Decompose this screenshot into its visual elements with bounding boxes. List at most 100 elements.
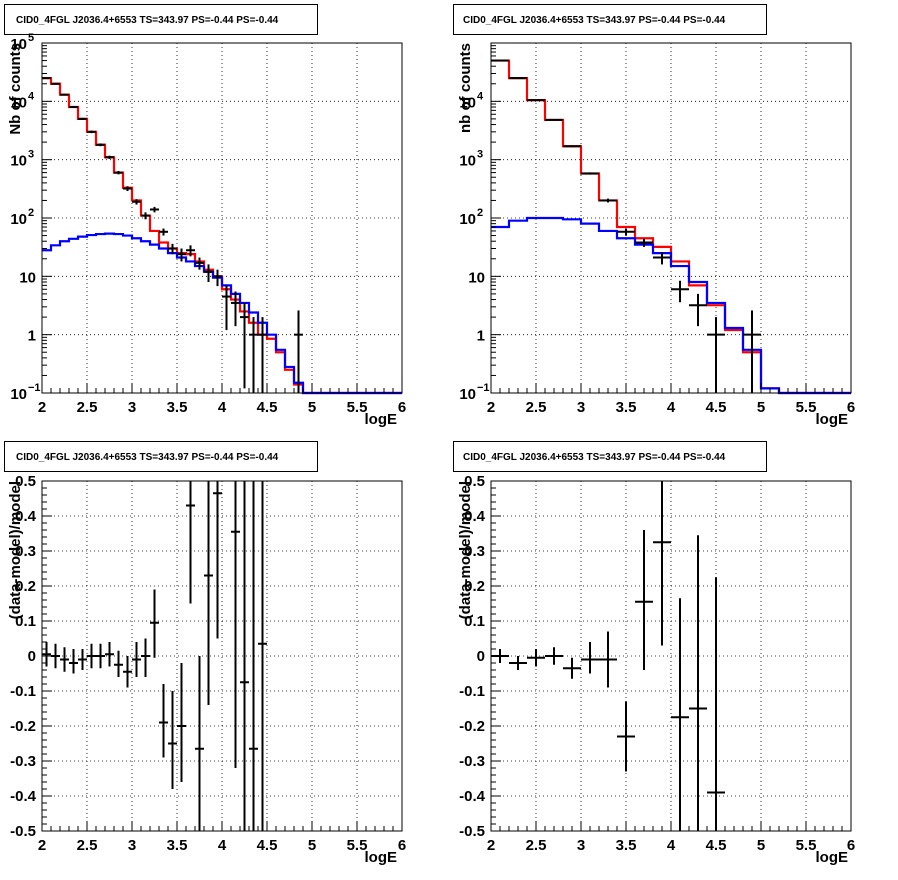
data-point: [168, 243, 177, 255]
y-tick-exponent: 2: [477, 207, 483, 219]
y-tick-label: 10: [459, 386, 476, 403]
data-point: [96, 143, 105, 147]
x-tick-label: 3: [128, 837, 136, 854]
y-tick-exponent: 5: [28, 32, 34, 44]
y-tick-label: 10: [459, 94, 476, 111]
chart-title: CID0_4FGL J2036.4+6553 TS=343.97 PS=-0.4…: [16, 452, 279, 463]
panel-1: CID0_4FGL J2036.4+6553 TS=343.97 PS=-0.4…: [4, 4, 406, 428]
axis-ticks: [41, 480, 403, 832]
data-point: [653, 252, 671, 265]
data-point: [527, 99, 545, 102]
x-tick-label: 5: [757, 399, 765, 416]
data-points: [42, 481, 267, 831]
chart-title-box: [453, 441, 767, 472]
data-point: [150, 206, 159, 213]
y-axis-title: (data-model)/model: [7, 481, 24, 619]
data-point: [231, 481, 240, 768]
x-axis-title: logE: [816, 411, 849, 428]
data-points: [491, 59, 761, 393]
y-tick-exponent: −1: [28, 382, 41, 394]
x-tick-label: 4.5: [706, 837, 727, 854]
y-tick-label: 0: [477, 648, 485, 665]
chart-title-box: [453, 4, 767, 35]
data-points: [491, 481, 725, 831]
y-tick-label: -0.3: [10, 753, 36, 770]
data-point: [222, 285, 231, 331]
data-point: [240, 302, 249, 389]
data-point: [87, 643, 96, 669]
x-tick-label: 5: [757, 837, 765, 854]
data-point: [258, 317, 267, 393]
y-tick-label: 10: [468, 269, 485, 286]
data-point: [599, 198, 617, 203]
y-tick-exponent: 2: [28, 207, 34, 219]
y-tick-label: -0.2: [459, 718, 485, 735]
y-tick-label: 0.3: [15, 543, 36, 560]
chart-title: CID0_4FGL J2036.4+6553 TS=343.97 PS=-0.4…: [463, 15, 726, 26]
y-tick-label: 0.2: [15, 578, 36, 595]
panel-2: CID0_4FGL J2036.4+6553 TS=343.97 PS=-0.4…: [453, 4, 855, 428]
x-tick-label: 5.5: [347, 837, 368, 854]
y-tick-label: -0.1: [459, 683, 485, 700]
data-point: [240, 481, 249, 831]
data-point: [231, 291, 240, 327]
data-point: [141, 212, 150, 220]
data-point: [195, 656, 204, 831]
data-point: [617, 701, 635, 772]
y-tick-label: 10: [459, 153, 476, 170]
data-point: [294, 310, 303, 393]
data-point: [635, 238, 653, 247]
y-tick-label: 0: [28, 648, 36, 665]
data-point: [204, 481, 213, 705]
y-tick-label: 0.3: [464, 543, 485, 560]
x-tick-label: 2: [487, 399, 495, 416]
x-tick-label: 6: [398, 837, 406, 854]
y-tick-label: -0.4: [10, 788, 37, 805]
data-point: [96, 643, 105, 669]
x-tick-label: 3.5: [167, 399, 188, 416]
x-tick-label: 4: [667, 837, 676, 854]
data-point: [186, 481, 195, 604]
data-point: [87, 130, 96, 134]
data-point: [617, 228, 635, 236]
y-tick-label: 10: [19, 269, 36, 286]
panel-4: CID0_4FGL J2036.4+6553 TS=343.97 PS=-0.4…: [453, 441, 855, 866]
data-point: [105, 642, 114, 667]
y-axis-title: Nb of counts: [7, 43, 24, 135]
data-point: [60, 647, 69, 672]
y-tick-label: 1: [477, 328, 485, 345]
data-point: [527, 649, 545, 667]
x-tick-label: 2: [38, 399, 46, 416]
chart-title: CID0_4FGL J2036.4+6553 TS=343.97 PS=-0.4…: [463, 452, 726, 463]
data-point: [213, 269, 222, 287]
data-point: [69, 105, 78, 108]
data-point: [114, 170, 123, 175]
data-point: [150, 589, 159, 658]
data-point: [78, 117, 87, 120]
data-point: [563, 657, 581, 679]
y-tick-label: 0.1: [464, 613, 485, 630]
data-point: [599, 631, 617, 688]
y-tick-label: 10: [459, 211, 476, 228]
x-tick-label: 6: [398, 399, 406, 416]
x-axis-title: logE: [365, 849, 398, 866]
grid-lines: [42, 481, 402, 831]
data-point: [671, 280, 689, 303]
y-tick-label: 0.1: [15, 613, 36, 630]
data-point: [545, 118, 563, 121]
x-tick-label: 6: [847, 837, 855, 854]
data-point: [545, 647, 563, 665]
x-tick-label: 2.5: [77, 399, 98, 416]
data-point: [581, 172, 599, 175]
chart-title-box: [4, 441, 318, 472]
data-point: [509, 77, 527, 80]
x-tick-label: 5: [308, 399, 316, 416]
data-point: [635, 530, 653, 670]
data-point: [168, 691, 177, 789]
x-tick-label: 5.5: [796, 837, 817, 854]
y-tick-label: 0.5: [15, 473, 36, 490]
x-tick-label: 4: [667, 399, 676, 416]
y-tick-label: 10: [10, 153, 27, 170]
data-point: [42, 642, 51, 667]
y-tick-label: -0.4: [459, 788, 486, 805]
